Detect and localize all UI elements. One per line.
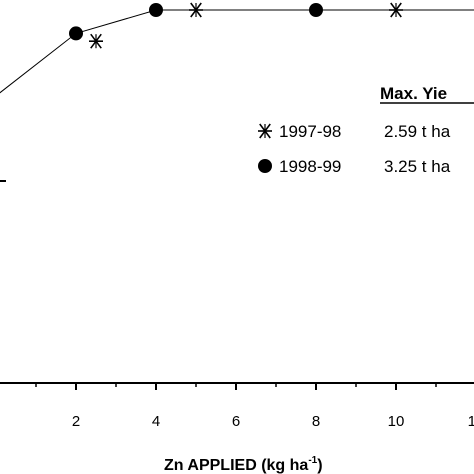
x-tick-label: 12 — [468, 413, 474, 430]
x-axis-title-main: Zn APPLIED (kg ha — [164, 457, 308, 474]
x-tick-label: 6 — [232, 413, 240, 430]
chart-axes: 2 4 6 8 10 12 — [0, 180, 474, 430]
data-point-1998-99 — [309, 3, 323, 17]
x-axis-title-superscript: -1 — [308, 455, 317, 466]
legend-max-yield-1998-99: 3.25 t ha — [384, 157, 451, 176]
chart-legend: Max. Yie 1997-98 2.59 t ha 1998-99 3.25 t h… — [258, 84, 474, 176]
data-point-1997-98 — [89, 33, 103, 49]
data-point-1998-99 — [149, 3, 163, 17]
x-tick-label: 8 — [312, 413, 320, 430]
x-axis-title-close: ) — [317, 457, 322, 474]
chart-marks — [0, 2, 474, 94]
x-tick-label: 10 — [388, 413, 405, 430]
legend-marker-1998-99 — [258, 159, 272, 173]
series-line-1998-99 — [0, 9, 474, 94]
legend-label-1997-98: 1997-98 — [279, 122, 341, 141]
x-axis-title: Zn APPLIED (kg ha-1) — [164, 455, 323, 474]
legend-marker-1997-98 — [258, 123, 272, 139]
x-tick-label: 2 — [72, 413, 80, 430]
legend-title: Max. Yie — [380, 84, 447, 103]
legend-max-yield-1997-98: 2.59 t ha — [384, 122, 451, 141]
legend-label-1998-99: 1998-99 — [279, 157, 341, 176]
x-tick-label: 4 — [152, 413, 160, 430]
data-point-1998-99 — [69, 26, 83, 41]
